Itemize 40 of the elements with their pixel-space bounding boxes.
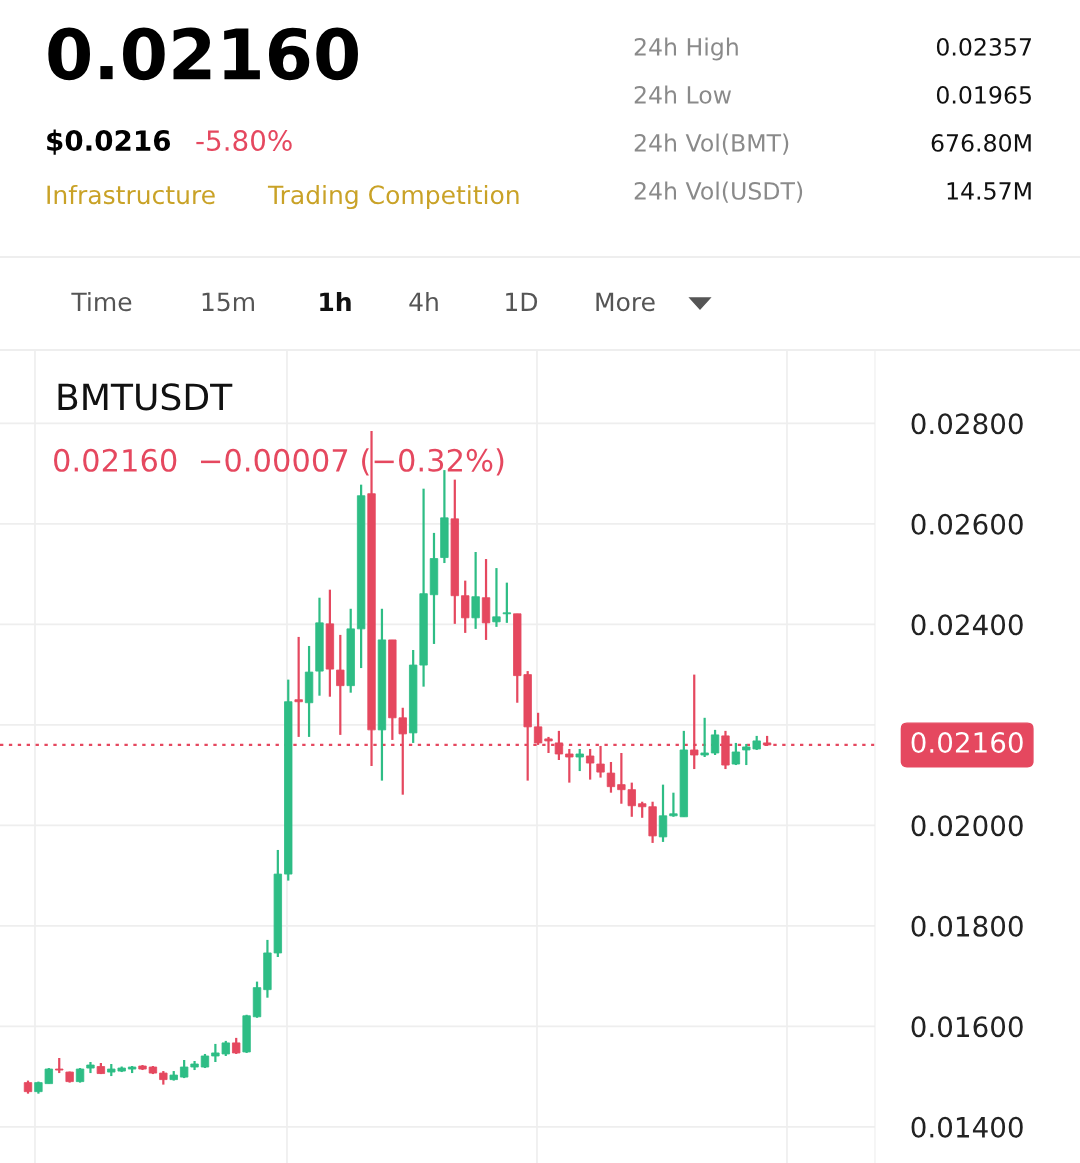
chart-title: 0.02160 xyxy=(48,27,358,81)
candlestick xyxy=(710,728,720,757)
candlestick xyxy=(461,579,470,634)
text: 24h High xyxy=(634,37,738,61)
y-tick-label: 0.01400 xyxy=(911,1116,1023,1138)
candlestick xyxy=(471,550,480,630)
candlestick xyxy=(336,633,345,736)
y-tick-label: 0.02400 xyxy=(911,614,1023,636)
text: 0.02357 xyxy=(936,37,1031,56)
text: 14.57M xyxy=(947,182,1031,200)
annotation: BMTUSDT xyxy=(58,383,233,411)
text: -5.80% xyxy=(196,130,292,152)
y-tick-label: 0.02600 xyxy=(911,513,1023,535)
candlestick xyxy=(658,783,668,844)
candlestick xyxy=(700,716,709,759)
candlestick xyxy=(575,747,584,773)
text: 24h Vol(USDT) xyxy=(634,181,803,203)
candlestick xyxy=(565,747,574,784)
ref-line-label: 0.02160 xyxy=(911,731,1023,753)
y-tick-label: 0.01800 xyxy=(911,915,1023,937)
text: 15m xyxy=(202,292,254,312)
y-tick-label: 0.02000 xyxy=(911,815,1023,837)
y-tick-label: 0.02800 xyxy=(911,413,1023,435)
text: 24h Vol(BMT) xyxy=(634,133,789,155)
text: 24h Low xyxy=(634,85,732,104)
text: 0.01965 xyxy=(936,85,1031,104)
text: More xyxy=(596,292,655,312)
text: Time xyxy=(71,291,132,312)
candlestick xyxy=(502,581,512,624)
text: 676.80M xyxy=(931,133,1031,152)
candlestick xyxy=(606,760,616,794)
text: Trading Competition xyxy=(267,184,519,210)
chart-subtitle: $0.0216 xyxy=(47,129,171,155)
text: Infrastructure xyxy=(47,184,215,205)
text: 4h xyxy=(409,291,438,311)
text: 1h xyxy=(320,291,351,311)
y-tick-label: 0.01600 xyxy=(911,1016,1023,1038)
candlestick xyxy=(492,566,501,628)
candlestick xyxy=(294,635,303,739)
text: 1D xyxy=(506,292,538,311)
